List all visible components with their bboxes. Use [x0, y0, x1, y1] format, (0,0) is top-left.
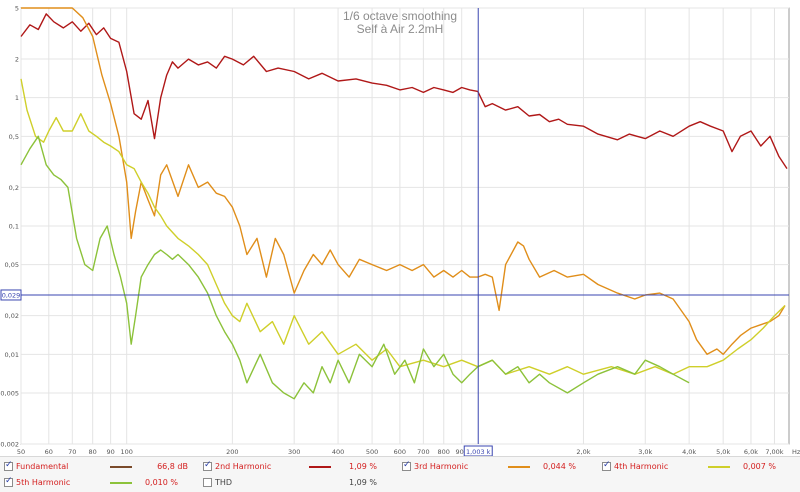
series-line-2nd-harmonic: [20, 13, 788, 169]
x-tick-label: 600: [394, 448, 406, 456]
y-tick-label: 5: [15, 5, 19, 13]
legend-value: 1,09 %: [349, 462, 377, 471]
cursor-y-readout: 0,029: [2, 291, 21, 299]
legend-value: 1,09 %: [349, 478, 377, 487]
chart-subtitle: Self à Air 2.2mH: [357, 22, 444, 36]
y-tick-label: 2: [15, 56, 19, 64]
y-tick-label: 1: [15, 94, 19, 102]
x-tick-label: 500: [366, 448, 378, 456]
cursor-x-readout-box: [463, 445, 493, 456]
legend-panel: Fundamental 66,8 dB 2nd Harmonic 1,09 % …: [0, 456, 800, 492]
x-tick-label: 200: [226, 448, 238, 456]
x-tick-label: 80: [89, 448, 97, 456]
x-tick-label: 900: [455, 448, 467, 456]
y-tick-label: 0,01: [5, 351, 19, 359]
2nd-harmonic-checkbox[interactable]: [203, 460, 212, 471]
fundamental-checkbox[interactable]: [4, 460, 13, 471]
x-tick-label: 6,0k: [744, 448, 758, 456]
y-tick-label: 0,1: [9, 223, 19, 231]
3rd-harmonic-checkbox[interactable]: [402, 460, 411, 471]
x-tick-label: 400: [332, 448, 344, 456]
legend-swatch: [508, 466, 530, 468]
series-lines: [20, 7, 788, 400]
legend-label: 5th Harmonic: [16, 478, 71, 487]
x-tick-labels: 50 60 70 80 90 100 200 300 400 500 600 700 800 900 2,0…: [17, 448, 784, 456]
y-tick-labels: 0,002 0,005 0,01 0,02 0,05 0,1 0,2 0,5 1 2 5: [0, 5, 19, 449]
x-tick-label: 7,00k: [765, 448, 783, 456]
legend-swatch: [708, 466, 730, 468]
x-tick-label: 90: [106, 448, 114, 456]
y-tick-label: 0,002: [0, 441, 19, 449]
4th-harmonic-checkbox[interactable]: [602, 460, 611, 471]
x-tick-label: 100: [120, 448, 132, 456]
legend-value: 66,8 dB: [157, 462, 188, 471]
legend-value: 0,010 %: [144, 478, 178, 487]
x-tick-label: 700: [417, 448, 429, 456]
y-tick-label: 0,02: [5, 312, 19, 320]
legend-label: Fundamental: [16, 462, 69, 471]
5th-harmonic-checkbox[interactable]: [4, 476, 13, 487]
x-tick-label: 50: [17, 448, 25, 456]
x-axis-unit: Hz: [792, 448, 800, 456]
legend-label: 3rd Harmonic: [414, 462, 469, 471]
y-tick-label: 0,5: [9, 133, 19, 141]
x-tick-label: 60: [45, 448, 53, 456]
cursor-crosshair[interactable]: 0,029 1,003 k: [0, 8, 789, 456]
x-tick-label: 3,0k: [638, 448, 652, 456]
y-tick-label: 0,005: [0, 389, 19, 397]
legend-label: 4th Harmonic: [614, 462, 669, 471]
y-tick-label: 0,05: [5, 261, 19, 269]
y-tick-label: 0,2: [9, 184, 19, 192]
x-tick-label: 800: [438, 448, 450, 456]
legend-label: THD: [215, 478, 233, 487]
x-tick-label: 5,0k: [716, 448, 730, 456]
series-line-4th-harmonic: [20, 78, 786, 375]
cursor-y-readout-box: [0, 289, 22, 301]
legend-label: 2nd Harmonic: [215, 462, 272, 471]
thd-checkbox[interactable]: [203, 478, 212, 487]
legend-value: 0,007 %: [742, 462, 776, 471]
x-tick-label: 70: [68, 448, 76, 456]
chart-title: 1/6 octave smoothing: [343, 9, 457, 23]
distortion-chart: 50 60 70 80 90 100 200 300 400 500 600 700 800 900 2,0…: [0, 5, 800, 456]
x-tick-label: 300: [288, 448, 300, 456]
legend-swatch: [110, 466, 132, 468]
legend-swatch: [309, 466, 331, 468]
series-line-5th-harmonic: [20, 135, 690, 400]
cursor-x-readout: 1,003 k: [466, 448, 491, 456]
x-tick-label: 4,0k: [682, 448, 696, 456]
x-tick-label: 2,0k: [576, 448, 590, 456]
legend-value: 0,044 %: [542, 462, 576, 471]
legend-swatch: [110, 482, 132, 484]
